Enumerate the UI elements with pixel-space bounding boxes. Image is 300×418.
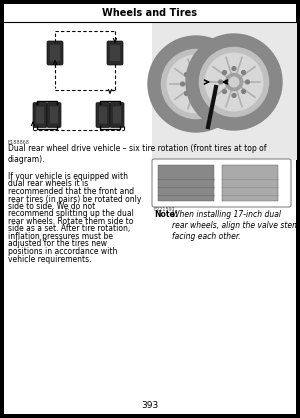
Circle shape: [232, 94, 236, 97]
FancyBboxPatch shape: [107, 41, 123, 65]
Circle shape: [225, 74, 243, 91]
Circle shape: [181, 82, 184, 86]
Text: Note:: Note:: [154, 210, 178, 219]
Bar: [158, 165, 214, 201]
Circle shape: [184, 92, 188, 95]
Text: dual rear wheels it is: dual rear wheels it is: [8, 179, 88, 189]
Circle shape: [188, 75, 205, 93]
Text: rear tires (in pairs) be rotated only: rear tires (in pairs) be rotated only: [8, 194, 141, 204]
Bar: [222, 165, 278, 201]
Bar: [152, 22, 297, 160]
Text: 393: 393: [141, 400, 159, 410]
Circle shape: [191, 79, 201, 89]
Text: inflation pressures must be: inflation pressures must be: [8, 232, 113, 241]
Circle shape: [194, 96, 198, 99]
Circle shape: [245, 80, 249, 84]
Text: recommended that the front and: recommended that the front and: [8, 187, 134, 196]
Circle shape: [161, 49, 231, 119]
Circle shape: [242, 89, 245, 94]
Circle shape: [232, 66, 236, 71]
FancyBboxPatch shape: [50, 45, 60, 61]
FancyBboxPatch shape: [50, 107, 58, 123]
Text: adjusted for the tires new: adjusted for the tires new: [8, 240, 107, 248]
Circle shape: [204, 73, 207, 76]
Text: Dual rear wheel drive vehicle – six tire rotation (front tires at top of
diagram: Dual rear wheel drive vehicle – six tire…: [8, 144, 266, 164]
FancyBboxPatch shape: [47, 102, 61, 127]
Text: Wheels and Tires: Wheels and Tires: [103, 8, 197, 18]
FancyBboxPatch shape: [96, 102, 110, 127]
Circle shape: [186, 34, 282, 130]
FancyBboxPatch shape: [110, 45, 120, 61]
Text: side as a set. After tire rotation,: side as a set. After tire rotation,: [8, 224, 130, 234]
Circle shape: [194, 69, 198, 72]
Text: vehicle requirements.: vehicle requirements.: [8, 255, 91, 263]
Circle shape: [219, 80, 223, 84]
Circle shape: [148, 36, 244, 132]
Text: recommend splitting up the dual: recommend splitting up the dual: [8, 209, 134, 219]
FancyBboxPatch shape: [99, 107, 107, 123]
Text: side to side. We do not: side to side. We do not: [8, 202, 95, 211]
FancyBboxPatch shape: [152, 159, 291, 207]
Circle shape: [184, 73, 188, 76]
FancyBboxPatch shape: [36, 107, 44, 123]
Circle shape: [205, 53, 263, 111]
FancyBboxPatch shape: [113, 107, 121, 123]
FancyBboxPatch shape: [33, 102, 47, 127]
Text: rear wheels. Rotate them side to: rear wheels. Rotate them side to: [8, 217, 134, 226]
Circle shape: [208, 82, 212, 86]
Text: positions in accordance with: positions in accordance with: [8, 247, 117, 256]
Circle shape: [229, 77, 239, 87]
Circle shape: [223, 71, 226, 74]
FancyBboxPatch shape: [110, 102, 124, 127]
Text: When installing 17-inch dual
rear wheels, align the valve stems
facing each othe: When installing 17-inch dual rear wheels…: [172, 210, 300, 241]
Text: E188868: E188868: [8, 140, 30, 145]
Circle shape: [204, 92, 207, 95]
Circle shape: [242, 71, 245, 74]
Text: If your vehicle is equipped with: If your vehicle is equipped with: [8, 172, 128, 181]
FancyBboxPatch shape: [47, 41, 63, 65]
Circle shape: [200, 47, 268, 117]
Circle shape: [167, 55, 225, 113]
Text: E221597: E221597: [154, 207, 176, 212]
Circle shape: [223, 89, 226, 94]
